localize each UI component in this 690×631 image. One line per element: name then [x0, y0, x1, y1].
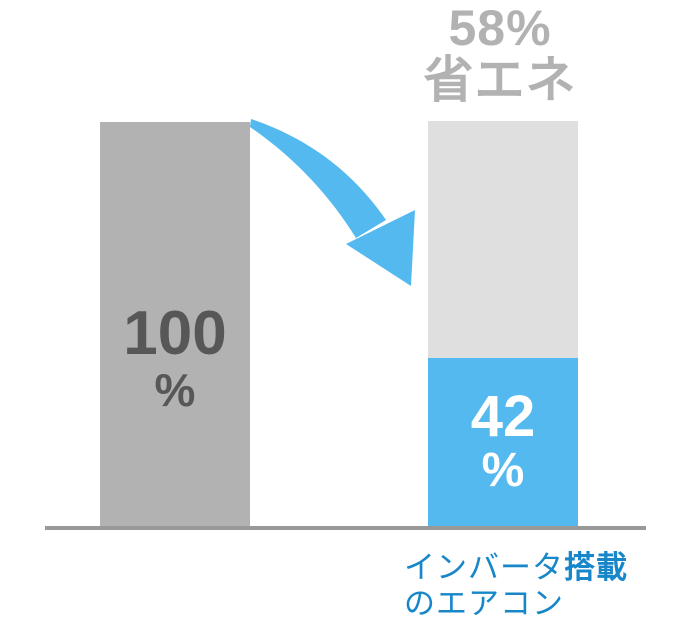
title-text-line: 省エネ [423, 52, 577, 108]
caption-line1-bold: 搭載 [564, 550, 628, 585]
bar-baseline-value-number: 100 [123, 299, 227, 368]
bar-inverter-consumption-segment: 42 % [428, 358, 578, 528]
caption-line-1: インバータ搭載 [404, 550, 628, 586]
caption-line-2: のエアコン [404, 586, 564, 621]
bar-inverter-value: 42 % [428, 388, 578, 496]
title-percent-line: 58% [448, 0, 552, 56]
bar-inverter-value-number: 42 [470, 384, 536, 449]
bar-baseline-value: 100 % [100, 299, 250, 416]
bar-baseline-100: 100 % [100, 122, 250, 528]
x-axis-baseline [45, 526, 646, 530]
bar-inverter-savings-segment [428, 121, 578, 358]
bar-inverter-value-unit: % [481, 444, 525, 497]
bar-baseline-value-unit: % [154, 364, 196, 416]
bar-inverter-42: 42 % [428, 121, 578, 528]
chart-title: 58% 省エネ [370, 2, 630, 106]
caption-line1-regular: インバータ [404, 550, 564, 585]
bar-inverter-caption: インバータ搭載 のエアコン [404, 550, 628, 622]
